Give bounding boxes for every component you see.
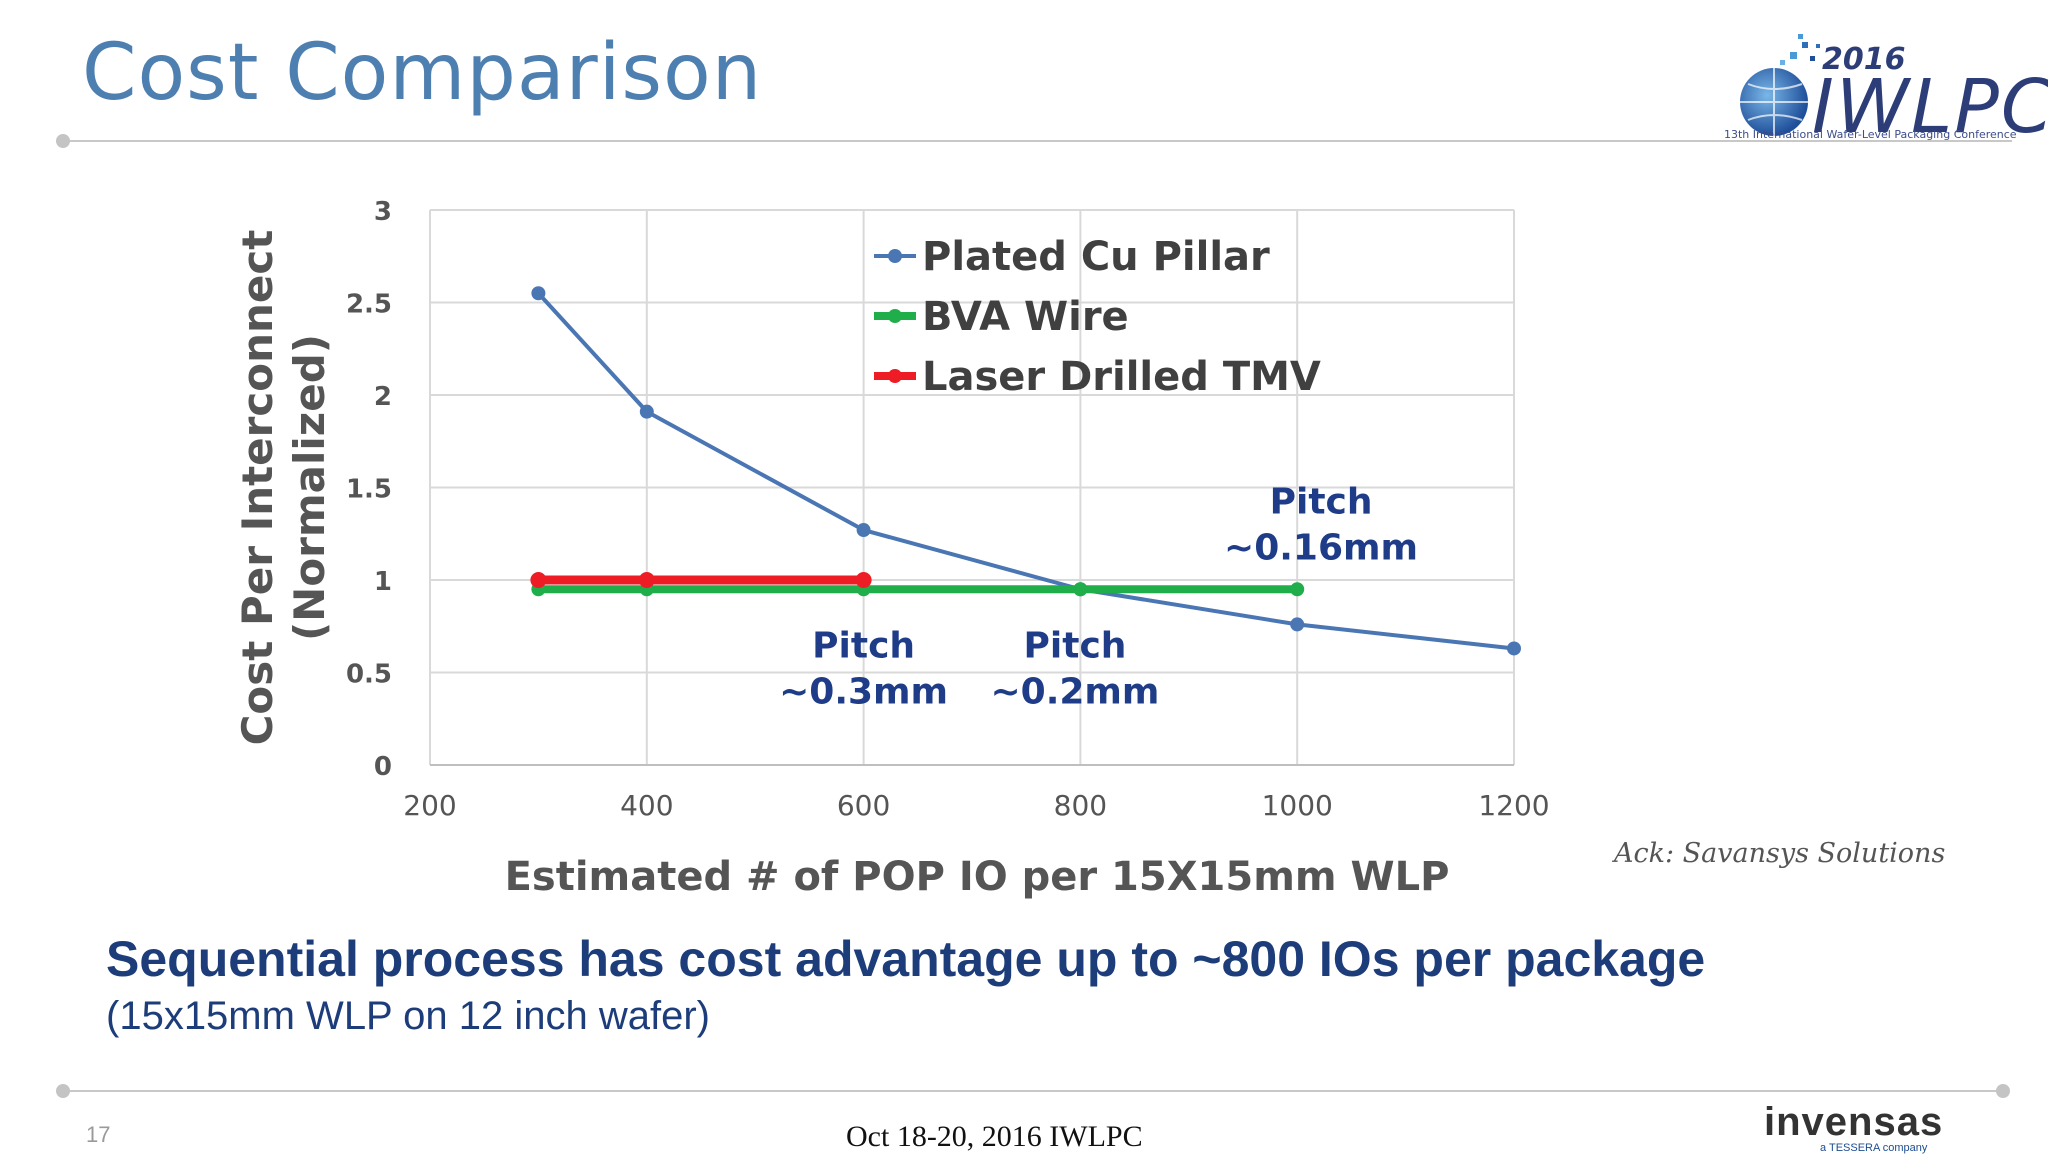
pitch-annotation: ~0.16mm [1224,527,1418,568]
chart-series [530,286,1521,656]
legend-marker [888,369,902,383]
data-point [639,404,654,419]
divider-dot-right [1996,1084,2010,1098]
data-point [855,572,872,588]
x-tick-label: 600 [837,789,890,822]
subline: (15x15mm WLP on 12 inch wafer) [106,994,710,1038]
y-axis-title: (Normalized) [285,334,334,641]
invensas-tagline: a TESSERA company [1820,1142,1928,1154]
legend-label: BVA Wire [922,294,1129,340]
y-tick-label: 1 [374,567,392,597]
footer-text: Oct 18-20, 2016 IWLPC [846,1120,1143,1153]
slide-title: Cost Comparison [82,28,763,118]
legend-label: Laser Drilled TMV [922,354,1321,400]
acknowledgement: Ack: Savansys Solutions [1614,838,1946,869]
series-line [536,291,1515,651]
invensas-name: invensas [1764,1100,1944,1144]
x-tick-label: 200 [403,789,456,822]
invensas-logo: invensas a TESSERA company [1764,1100,1964,1154]
divider-dot-left [56,1084,70,1098]
data-point [531,286,546,301]
page-number: 17 [86,1122,111,1147]
headline: Sequential process has cost advantage up… [106,931,1706,987]
x-tick-label: 1200 [1478,789,1549,822]
y-tick-label: 1.5 [346,475,392,505]
y-tick-label: 0 [374,752,392,782]
data-point [1290,582,1305,597]
legend-label: Plated Cu Pillar [922,234,1270,280]
pitch-annotation: Pitch [1024,626,1127,667]
iwlpc-subtitle: 13th International Wafer-Level Packaging… [1724,128,2017,141]
pitch-annotation: ~0.3mm [779,672,948,713]
iwlpc-year: 2016 [1822,42,1906,77]
y-tick-label: 2 [374,382,392,412]
data-point [1073,582,1088,597]
bottom-divider [56,1084,2010,1098]
data-point [530,572,547,588]
chart-annotations: Pitch ~0.3mm Pitch ~0.2mm Pitch ~0.16mm [779,481,1418,712]
iwlpc-logo: 2016 IWLPC 13th International Wafer-Leve… [1720,12,2048,150]
data-point [1507,641,1521,656]
data-point [1290,617,1305,632]
legend-marker [888,249,902,263]
y-axis-title: Cost Per Interconnect [233,230,282,746]
x-tick-label: 400 [620,789,673,822]
chart-legend: Plated Cu Pillar BVA Wire Laser Drilled TM… [874,234,1321,400]
iwlpc-name: IWLPC [1812,64,2048,150]
globe-icon [1740,34,1820,136]
x-tick-label: 1000 [1262,789,1333,822]
x-tick-label: 800 [1054,789,1107,822]
data-point [638,572,655,588]
divider-dot-left [56,134,70,148]
pitch-annotation: ~0.2mm [990,672,1159,713]
cost-comparison-chart: 0 0.5 1 1.5 2 2.5 3 200 400 600 800 1000 1200 Estimat… [233,197,1550,900]
y-tick-label: 3 [374,197,392,227]
y-tick-label: 0.5 [346,660,392,690]
legend-marker [888,309,902,323]
pitch-annotation: Pitch [812,626,915,667]
data-point [856,523,871,538]
chart-axes: 0 0.5 1 1.5 2 2.5 3 200 400 600 800 1000 1200 Estimat… [233,197,1550,900]
pitch-annotation: Pitch [1270,481,1373,522]
x-axis-title: Estimated # of POP IO per 15X15mm WLP [505,854,1450,900]
top-divider [56,134,2012,148]
y-tick-label: 2.5 [346,290,392,320]
